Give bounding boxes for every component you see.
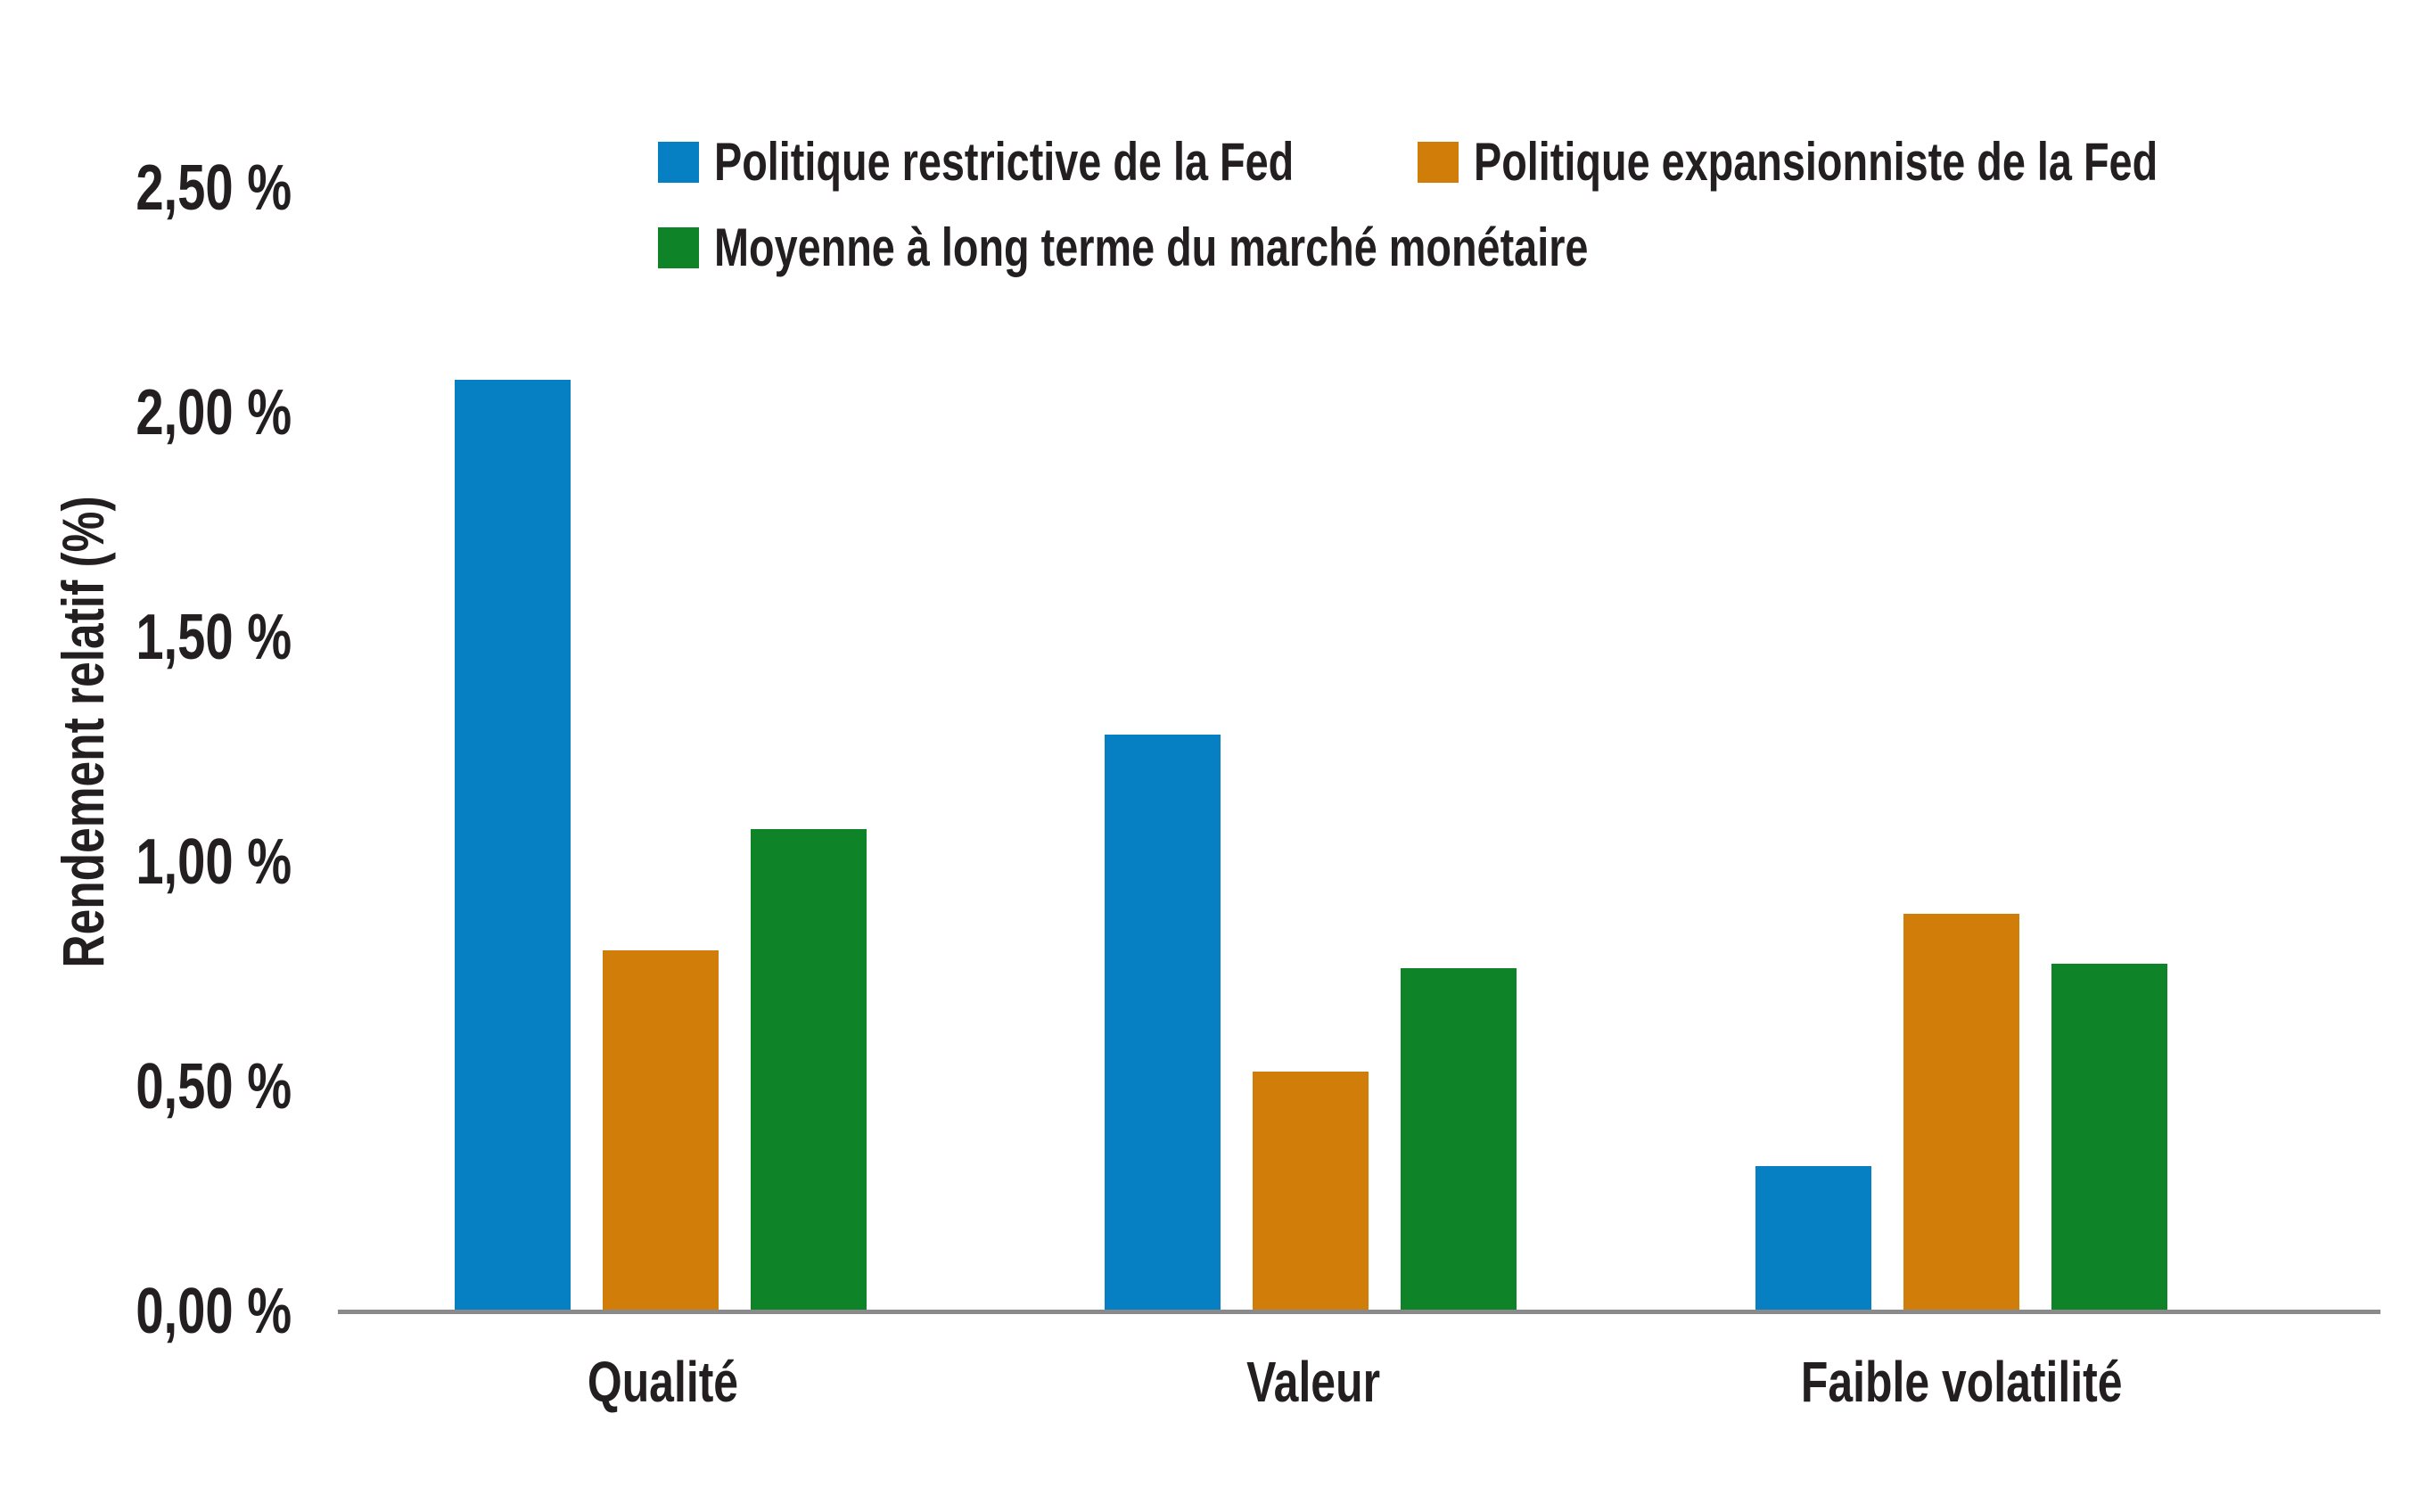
x-axis-line <box>338 1310 2380 1314</box>
bar-expansionniste-qualite <box>603 950 719 1310</box>
y-axis-title: Rendement relatif (%) <box>50 496 116 968</box>
legend-label: Moyenne à long terme du marché monétaire <box>714 218 1589 277</box>
legend-swatch-icon <box>1418 142 1459 183</box>
y-tick-label: 0,00 % <box>136 1276 292 1347</box>
y-tick-label: 0,50 % <box>136 1051 292 1122</box>
bar-expansionniste-faible-volatilite <box>1903 914 2019 1310</box>
bar-restrictive-qualite <box>455 380 571 1310</box>
bar-restrictive-valeur <box>1105 735 1221 1310</box>
y-tick-label: 1,00 % <box>136 826 292 898</box>
bar-expansionniste-valeur <box>1253 1072 1369 1310</box>
bar-a-valeur <box>1401 968 1517 1310</box>
y-tick-label: 2,00 % <box>136 377 292 448</box>
bar-a-faible-volatilite <box>2051 964 2167 1310</box>
y-tick-label: 2,50 % <box>136 152 292 224</box>
x-category-label-valeur: Valeur <box>1246 1350 1380 1414</box>
legend-item-moyenne-a-long-terme-du-marche-monetaire: Moyenne à long terme du marché monétaire <box>658 221 1835 275</box>
bar-restrictive-faible-volatilite <box>1755 1166 1871 1310</box>
bar-a-qualite <box>751 829 867 1310</box>
x-category-label-faible-volatilite: Faible volatilité <box>1800 1350 2123 1414</box>
legend-swatch-icon <box>658 142 699 183</box>
y-tick-label: 1,50 % <box>136 602 292 673</box>
legend-item-politique-restrictive-de-la-fed: Politique restrictive de la Fed <box>658 136 1458 189</box>
legend-label: Politique expansionniste de la Fed <box>1474 132 2158 192</box>
legend-swatch-icon <box>658 227 699 268</box>
x-category-label-qualite: Qualité <box>587 1350 738 1414</box>
legend-label: Politique restrictive de la Fed <box>714 132 1295 192</box>
legend-item-politique-expansionniste-de-la-fed: Politique expansionniste de la Fed <box>1418 136 2351 189</box>
